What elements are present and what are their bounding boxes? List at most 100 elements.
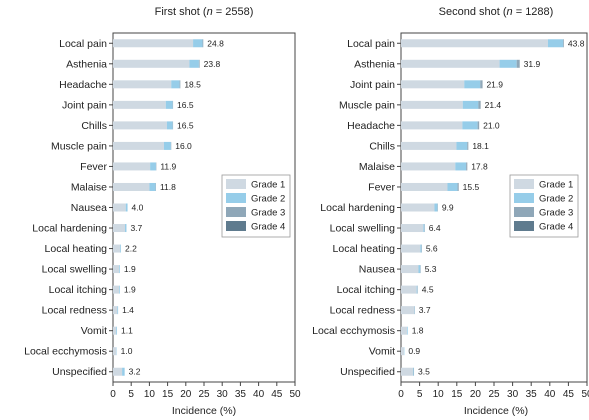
bar-segment-grade-2 xyxy=(119,265,120,274)
x-tick-label: 15 xyxy=(162,389,174,400)
bar-segment-grade-1 xyxy=(401,121,463,130)
legend-label: Grade 2 xyxy=(251,194,285,205)
bar-segment-grade-2 xyxy=(117,306,119,315)
bar-segment-grade-1 xyxy=(113,306,118,315)
data-label: 1.9 xyxy=(124,264,136,274)
category-label: Fever xyxy=(80,161,107,173)
category-label: Muscle pain xyxy=(339,99,395,111)
category-label: Local ecchymosis xyxy=(24,346,107,358)
category-label: Vomit xyxy=(369,346,395,358)
bar-segment-grade-1 xyxy=(401,162,456,171)
x-tick-label: 30 xyxy=(217,389,229,400)
bar-segment-grade-3 xyxy=(516,59,520,68)
data-label: 21.4 xyxy=(485,100,502,110)
data-label: 18.5 xyxy=(184,79,201,89)
category-label: Chills xyxy=(369,140,395,152)
bar-segment-grade-2 xyxy=(434,203,438,212)
data-label: 3.7 xyxy=(419,305,431,315)
data-label: 2.2 xyxy=(125,244,137,254)
data-label: 1.4 xyxy=(122,305,134,315)
x-tick-label: 10 xyxy=(433,389,445,400)
data-label: 43.8 xyxy=(568,38,585,48)
category-label: Local heating xyxy=(333,243,396,255)
bar-segment-grade-3 xyxy=(467,141,469,150)
bar-segment-grade-1 xyxy=(401,244,421,253)
bar-segment-grade-1 xyxy=(401,224,424,233)
bar-segment-grade-2 xyxy=(455,162,467,171)
bar-segment-grade-2 xyxy=(193,39,203,48)
bar-segment-grade-1 xyxy=(401,39,548,48)
bar-segment-grade-2 xyxy=(499,59,517,68)
data-label: 18.1 xyxy=(472,141,489,151)
category-label: Joint pain xyxy=(350,79,395,91)
bar-segment-grade-1 xyxy=(401,203,435,212)
bar-segment-grade-1 xyxy=(113,121,167,130)
legend-label: Grade 3 xyxy=(539,208,573,219)
data-label: 4.5 xyxy=(422,285,434,295)
legend-label: Grade 3 xyxy=(251,208,285,219)
bar-segment-grade-1 xyxy=(401,182,448,191)
category-label: Headache xyxy=(59,79,107,91)
bar-segment-grade-1 xyxy=(401,80,465,89)
data-label: 16.5 xyxy=(177,100,194,110)
data-label: 24.8 xyxy=(207,38,224,48)
x-tick-label: 20 xyxy=(180,389,192,400)
panel-title-first-shot-n: n xyxy=(207,6,213,18)
bar-segment-grade-2 xyxy=(464,80,481,89)
bar-segment-grade-1 xyxy=(113,80,172,89)
bar-segment-grade-2 xyxy=(149,182,156,191)
data-label: 4.0 xyxy=(132,203,144,213)
legend: Grade 1 Grade 2 Grade 3 Grade 4 xyxy=(509,174,579,238)
x-tick-label: 45 xyxy=(563,389,575,400)
category-label: Local swelling xyxy=(42,264,108,276)
category-label: Local hardening xyxy=(320,202,395,214)
bar-segment-grade-3 xyxy=(478,100,481,109)
x-tick-label: 10 xyxy=(144,389,156,400)
bar-segment-grade-2 xyxy=(125,203,128,212)
data-label: 0.9 xyxy=(408,346,420,356)
data-label: 16.5 xyxy=(177,120,194,130)
bar-segment-grade-2 xyxy=(163,141,171,150)
bar-segment-grade-2 xyxy=(418,265,421,274)
bar-segment-grade-2 xyxy=(406,326,408,335)
legend-label: Grade 1 xyxy=(539,180,573,191)
legend: Grade 1 Grade 2 Grade 3 Grade 4 xyxy=(221,174,291,238)
legend-swatch xyxy=(514,207,534,217)
bar-segment-grade-2 xyxy=(462,121,478,130)
x-axis-label-first-shot: Incidence (%) xyxy=(172,405,236,417)
category-label: Nausea xyxy=(71,202,107,214)
panel-title-second-shot-prefix: Second shot ( xyxy=(439,6,507,18)
bar-segment-grade-2 xyxy=(456,141,468,150)
data-label: 1.9 xyxy=(124,285,136,295)
category-label: Unspecified xyxy=(340,366,395,378)
x-tick-label: 0 xyxy=(398,389,404,400)
data-label: 3.7 xyxy=(130,223,142,233)
bar-segment-grade-2 xyxy=(166,121,173,130)
data-label: 5.3 xyxy=(425,264,437,274)
panel-title-second-shot-suffix: = 1288) xyxy=(513,6,554,18)
bar-segment-grade-1 xyxy=(113,59,190,68)
x-tick-label: 20 xyxy=(470,389,482,400)
bar-segment-grade-1 xyxy=(113,203,126,212)
bar-segment-grade-2 xyxy=(423,224,425,233)
panel-title-first-shot-suffix: = 2558) xyxy=(213,6,254,18)
legend-label: Grade 2 xyxy=(539,194,573,205)
bar-segment-grade-1 xyxy=(113,367,123,376)
x-tick-label: 5 xyxy=(128,389,134,400)
bar-segment-grade-1 xyxy=(401,326,407,335)
bar-segment-grade-2 xyxy=(119,285,120,294)
x-tick-label: 50 xyxy=(289,389,301,400)
bar-segment-grade-1 xyxy=(113,39,194,48)
bar-segment-grade-3 xyxy=(457,182,459,191)
bar-segment-grade-1 xyxy=(401,347,404,356)
legend-swatch xyxy=(226,207,246,217)
data-label: 3.5 xyxy=(418,367,430,377)
category-label: Muscle pain xyxy=(51,140,107,152)
x-tick-label: 30 xyxy=(507,389,519,400)
legend-swatch xyxy=(226,179,246,189)
bar-segment-grade-2 xyxy=(120,244,122,253)
bar-segment-grade-1 xyxy=(401,306,415,315)
bar-segment-grade-3 xyxy=(466,162,467,171)
legend-label: Grade 4 xyxy=(539,222,573,233)
